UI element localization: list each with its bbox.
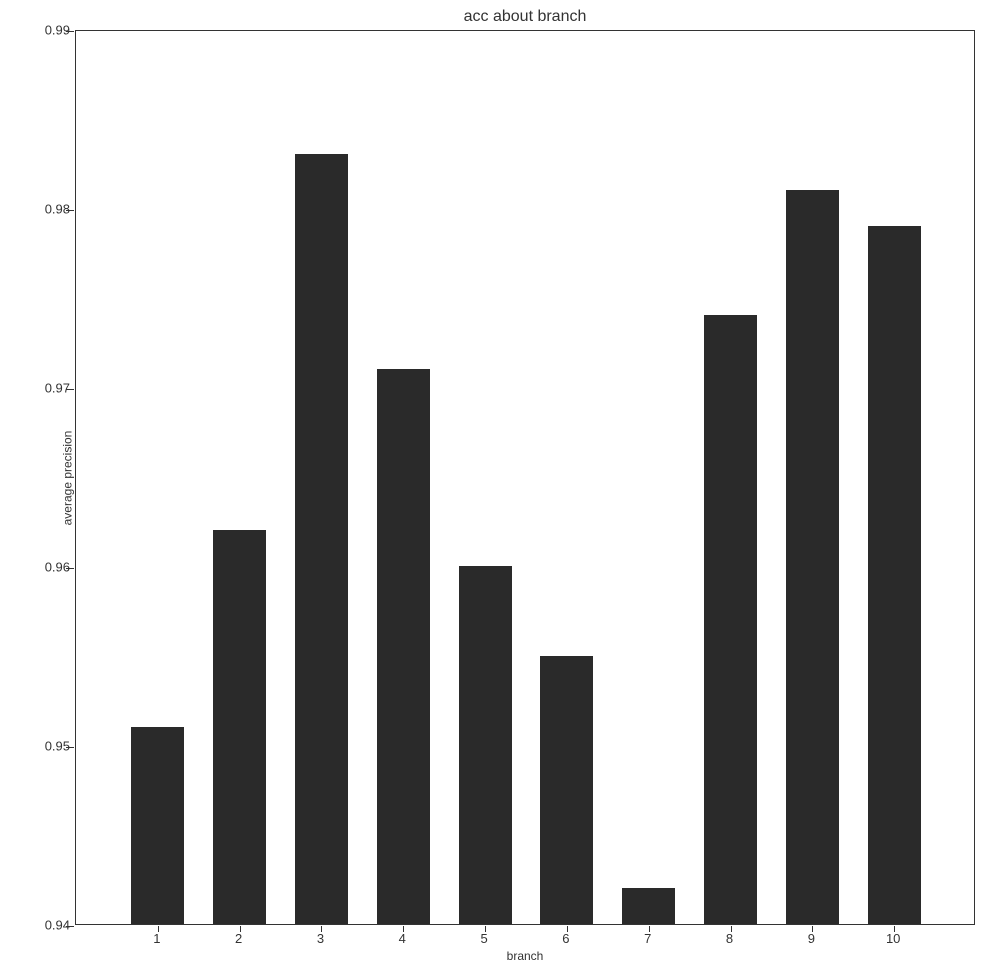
x-tick-label: 5 <box>480 931 487 946</box>
y-tick-label: 0.96 <box>35 560 70 575</box>
y-tick-label: 0.95 <box>35 739 70 754</box>
bar-chart: acc about branch average precision branc… <box>75 30 975 925</box>
y-tick-label: 0.98 <box>35 202 70 217</box>
x-tick-label: 8 <box>726 931 733 946</box>
y-tick-label: 0.99 <box>35 23 70 38</box>
plot-area <box>75 30 975 925</box>
x-tick-label: 9 <box>808 931 815 946</box>
x-tick-label: 2 <box>235 931 242 946</box>
bar <box>459 566 512 924</box>
chart-title: acc about branch <box>464 8 587 26</box>
bar <box>704 315 757 924</box>
bar <box>868 226 921 924</box>
y-tick-label: 0.97 <box>35 381 70 396</box>
y-axis-label: average precision <box>60 430 74 525</box>
y-tick-label: 0.94 <box>35 918 70 933</box>
bar <box>377 369 430 924</box>
x-tick-label: 3 <box>317 931 324 946</box>
x-tick-label: 10 <box>886 931 900 946</box>
bar <box>213 530 266 924</box>
bar <box>540 656 593 925</box>
x-tick-label: 7 <box>644 931 651 946</box>
x-tick-label: 1 <box>153 931 160 946</box>
x-tick-label: 6 <box>562 931 569 946</box>
bar <box>786 190 839 924</box>
x-tick-label: 4 <box>399 931 406 946</box>
bar <box>622 888 675 924</box>
bar <box>295 154 348 924</box>
x-axis-label: branch <box>507 949 544 963</box>
bar <box>131 727 184 924</box>
